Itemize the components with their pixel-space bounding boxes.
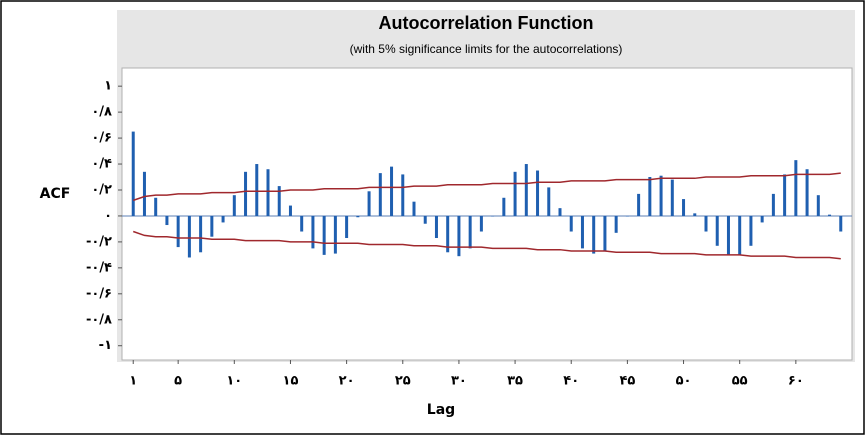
bar bbox=[210, 215, 214, 237]
bar bbox=[524, 164, 528, 216]
bar bbox=[569, 215, 573, 232]
bar bbox=[300, 215, 304, 232]
bar bbox=[828, 214, 832, 216]
bar bbox=[491, 215, 495, 217]
y-tick-label: -٠/٢ bbox=[86, 234, 112, 249]
bar bbox=[794, 160, 798, 216]
bar bbox=[603, 215, 607, 251]
x-tick-label: ۶٠ bbox=[788, 374, 804, 389]
bar bbox=[580, 215, 584, 249]
bar bbox=[558, 208, 562, 216]
bar bbox=[738, 215, 742, 255]
y-tick-label: -١ bbox=[99, 338, 112, 353]
significance-limit bbox=[132, 172, 841, 202]
bar bbox=[547, 187, 551, 216]
bar bbox=[670, 179, 674, 216]
bar bbox=[154, 197, 158, 216]
bar bbox=[356, 215, 360, 218]
x-axis-label: Lag bbox=[427, 402, 455, 418]
bar bbox=[502, 197, 506, 216]
bar bbox=[322, 215, 326, 255]
x-tick-label: ۵۵ bbox=[732, 374, 748, 389]
bar bbox=[536, 170, 540, 216]
bar bbox=[266, 169, 270, 216]
y-tick-label: -٠/٨ bbox=[86, 312, 112, 327]
bar bbox=[715, 215, 719, 246]
y-tick-label: -٠/۶ bbox=[86, 286, 112, 301]
bar bbox=[333, 215, 337, 254]
chart-title: Autocorrelation Function bbox=[379, 13, 594, 33]
chart-subtitle: (with 5% significance limits for the aut… bbox=[350, 42, 623, 56]
x-tick-label: ١٠ bbox=[226, 374, 242, 389]
y-tick-label: ٠/۴ bbox=[91, 157, 112, 172]
bar bbox=[479, 215, 483, 232]
bar bbox=[693, 213, 697, 216]
bar bbox=[446, 215, 450, 253]
bar bbox=[726, 215, 730, 255]
bar bbox=[749, 215, 753, 246]
bar bbox=[244, 171, 248, 216]
bar bbox=[165, 215, 169, 226]
x-tick-label: ۴٠ bbox=[563, 374, 579, 389]
bar bbox=[412, 201, 416, 216]
bar bbox=[457, 215, 461, 257]
plot-area bbox=[121, 67, 853, 361]
y-tick-label: -٠/۴ bbox=[86, 260, 112, 275]
y-axis-label: ACF bbox=[40, 186, 71, 202]
y-tick-label: ١ bbox=[104, 79, 112, 94]
significance-limit bbox=[132, 230, 841, 260]
y-tick-label: ٠ bbox=[104, 208, 112, 223]
bar bbox=[839, 215, 843, 232]
x-tick-label: ۴۵ bbox=[619, 374, 635, 389]
bar bbox=[176, 215, 180, 248]
bar bbox=[401, 174, 405, 216]
y-tick-label: ٠/۶ bbox=[91, 131, 112, 146]
bar bbox=[232, 195, 236, 216]
x-tick-label: ٢۵ bbox=[395, 374, 411, 389]
bar bbox=[648, 177, 652, 216]
x-tick-label: ٣٠ bbox=[451, 374, 467, 389]
y-tick-label: ٠/٨ bbox=[91, 105, 112, 120]
bar bbox=[625, 215, 629, 217]
bar bbox=[760, 215, 764, 223]
bar bbox=[805, 169, 809, 216]
x-tick-label: ۵ bbox=[174, 374, 182, 389]
bar bbox=[277, 186, 281, 216]
bar bbox=[704, 215, 708, 232]
bar bbox=[367, 191, 371, 216]
x-tick-label: ٢٠ bbox=[339, 374, 355, 389]
bar bbox=[390, 166, 394, 216]
bar bbox=[434, 215, 438, 239]
bar bbox=[378, 173, 382, 216]
bar bbox=[311, 215, 315, 249]
bar bbox=[816, 195, 820, 216]
x-tick-label: ١۵ bbox=[283, 374, 299, 389]
bar bbox=[199, 215, 203, 253]
bar bbox=[468, 215, 472, 249]
bar bbox=[423, 215, 427, 224]
bar bbox=[682, 199, 686, 216]
x-tick-label: ٣۵ bbox=[507, 374, 523, 389]
bar bbox=[142, 171, 146, 216]
bar bbox=[131, 131, 135, 216]
bar bbox=[255, 164, 259, 216]
bar bbox=[614, 215, 618, 233]
bar bbox=[771, 193, 775, 216]
bar bbox=[187, 215, 191, 258]
bar bbox=[221, 215, 225, 223]
x-tick-label: ١ bbox=[129, 374, 137, 389]
x-tick-label: ۵٠ bbox=[676, 374, 692, 389]
bar bbox=[513, 171, 517, 216]
bar bbox=[592, 215, 596, 254]
bar bbox=[783, 174, 787, 216]
bar bbox=[345, 215, 349, 239]
bar bbox=[637, 193, 641, 216]
bar bbox=[288, 205, 292, 216]
y-tick-label: ٠/٢ bbox=[91, 182, 112, 197]
bar bbox=[659, 175, 663, 216]
